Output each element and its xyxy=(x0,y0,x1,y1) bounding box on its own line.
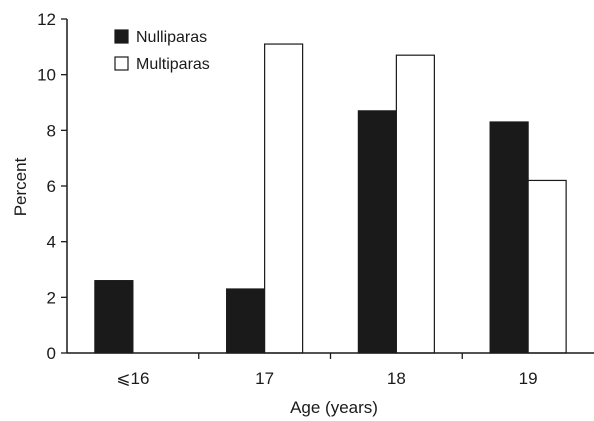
bars-group xyxy=(94,43,567,354)
bar-nulliparas-3 xyxy=(357,110,397,354)
x-tick-label: 19 xyxy=(519,369,538,388)
y-tick-label: 0 xyxy=(47,344,56,363)
x-tick-label: ⩽16 xyxy=(116,369,149,388)
x-tick-label: 18 xyxy=(387,369,406,388)
x-axis-title: Age (years) xyxy=(290,398,378,417)
legend: Nulliparas Multiparas xyxy=(114,29,210,73)
bar-nulliparas-2 xyxy=(226,288,266,354)
x-ticks-group: ⩽16 17 18 19 xyxy=(116,353,538,388)
y-tick-label: 6 xyxy=(47,177,56,196)
bar-nulliparas-4 xyxy=(489,121,529,354)
legend-swatch-multiparas xyxy=(114,56,129,71)
x-tick-label: 17 xyxy=(255,369,274,388)
bar-multiparas-3 xyxy=(395,54,435,354)
bar-multiparas-2 xyxy=(264,43,304,354)
bar-nulliparas-1 xyxy=(94,280,134,354)
y-tick-label: 4 xyxy=(47,233,56,252)
y-tick-label: 2 xyxy=(47,288,56,307)
y-ticks-group: 0 2 4 6 8 10 12 xyxy=(37,10,67,363)
legend-label-nulliparas: Nulliparas xyxy=(136,29,207,46)
y-tick-label: 8 xyxy=(47,121,56,140)
legend-label-multiparas: Multiparas xyxy=(136,56,210,73)
legend-swatch-nulliparas xyxy=(114,29,129,44)
bar-multiparas-4 xyxy=(527,179,567,354)
y-tick-label: 10 xyxy=(37,66,56,85)
y-axis-title: Percent xyxy=(11,157,30,216)
y-tick-label: 12 xyxy=(37,10,56,29)
